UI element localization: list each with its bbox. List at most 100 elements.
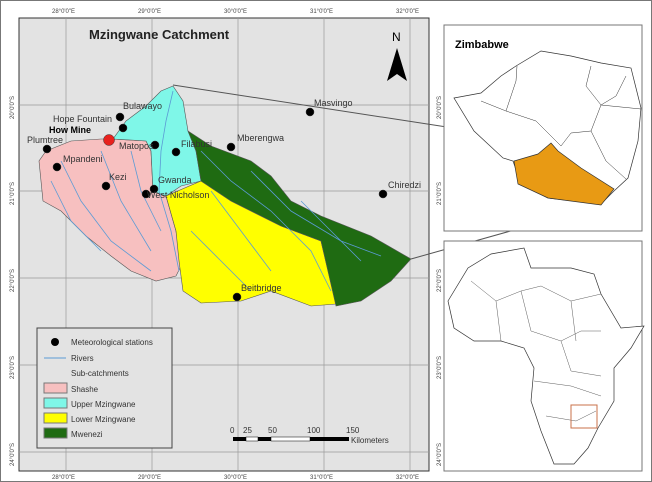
station-label: Filabusi <box>181 139 212 149</box>
river <box>250 170 382 257</box>
station-label: Chiredzi <box>388 180 421 190</box>
station-symbol-icon <box>51 338 59 346</box>
station-label: Matopos <box>119 141 154 151</box>
north-label: N <box>392 30 401 44</box>
station-label: How Mine <box>49 125 91 135</box>
rivers <box>50 90 382 292</box>
map-title: Mzingwane Catchment <box>89 27 230 42</box>
country-boundaries <box>470 280 602 422</box>
river <box>210 190 272 272</box>
station-marker: How Mine <box>49 125 115 146</box>
station-marker: Matopos <box>119 140 160 151</box>
legend-swatch <box>43 427 68 439</box>
subcatchment-mwenezi <box>187 130 412 307</box>
legend-rivers: Rivers <box>71 354 94 363</box>
legend-swatch <box>43 382 68 394</box>
lon-tick-top: 32°0'0"E <box>396 9 419 15</box>
station-dot-icon <box>118 123 128 133</box>
station-marker: Filabusi <box>171 139 212 157</box>
legend: Meteorological stations Rivers Sub-catch… <box>36 327 173 449</box>
station-label: West Nicholson <box>147 190 209 200</box>
scale-unit: Kilometers <box>351 436 389 445</box>
legend-subcatchments: Sub-catchments <box>71 369 129 378</box>
lon-tick-top: 28°0'0"E <box>52 9 75 15</box>
station-dot-icon <box>232 292 242 302</box>
inset-zimbabwe: Zimbabwe <box>443 24 643 232</box>
station-marker: Plumtree <box>27 135 63 154</box>
station-dot-icon <box>149 184 159 194</box>
legend-item-label: Mwenezi <box>71 430 103 439</box>
scale-tick: 25 <box>243 426 252 435</box>
station-label: Hope Fountain <box>53 114 112 124</box>
lat-tick-right: 23°0'0"S <box>437 356 443 379</box>
lon-tick-top: 30°0'0"E <box>224 9 247 15</box>
station-dot-icon <box>171 147 181 157</box>
station-dot-icon <box>42 144 52 154</box>
river <box>300 200 362 262</box>
river <box>100 150 152 252</box>
legend-swatch <box>43 412 68 424</box>
lat-tick-left: 23°0'0"S <box>10 356 16 379</box>
lon-tick-bottom: 30°0'0"E <box>224 475 247 481</box>
station-dot-icon <box>305 107 315 117</box>
station-marker: Hope Fountain <box>53 114 128 133</box>
station-label: Bulawayo <box>123 101 162 111</box>
lat-tick-right: 22°0'0"S <box>437 269 443 292</box>
river <box>190 230 252 292</box>
station-dot-icon <box>378 189 388 199</box>
inset-title: Zimbabwe <box>455 39 509 51</box>
lat-tick-left: 24°0'0"S <box>10 443 16 466</box>
lon-tick-bottom: 29°0'0"E <box>138 475 161 481</box>
lat-tick-right: 20°0'0"S <box>437 96 443 119</box>
river <box>50 180 102 252</box>
station-dot-icon <box>141 189 151 199</box>
legend-item-label: Lower Mzingwane <box>71 415 136 424</box>
scale-tick: 100 <box>307 426 321 435</box>
lat-tick-right: 21°0'0"S <box>437 182 443 205</box>
north-arrow: N <box>387 30 407 81</box>
lon-tick-bottom: 31°0'0"E <box>310 475 333 481</box>
station-label: Kezi <box>109 172 127 182</box>
station-label: Plumtree <box>27 135 63 145</box>
scale-tick: 150 <box>346 426 360 435</box>
river <box>130 150 162 232</box>
station-dot-icon <box>150 140 160 150</box>
locator-box <box>570 404 598 429</box>
lat-tick-left: 21°0'0"S <box>10 182 16 205</box>
scale-bar: 0 25 50 100 150 Kilometers <box>230 426 389 445</box>
station-dot-icon <box>101 181 111 191</box>
legend-item-label: Shashe <box>71 385 99 394</box>
lon-tick-bottom: 28°0'0"E <box>52 475 75 481</box>
station-dot-icon <box>52 162 62 172</box>
station-marker: Chiredzi <box>378 180 421 199</box>
lon-tick-top: 29°0'0"E <box>138 9 161 15</box>
scale-tick: 50 <box>268 426 277 435</box>
station-label: Beitbridge <box>241 283 282 293</box>
africa-outline <box>447 247 645 465</box>
legend-item-label: Upper Mzingwane <box>71 400 136 409</box>
mzingwane-highlight <box>513 142 615 206</box>
lat-tick-left: 22°0'0"S <box>10 269 16 292</box>
lon-tick-bottom: 32°0'0"E <box>396 475 419 481</box>
station-marker: Bulawayo <box>115 101 162 122</box>
north-arrow-icon <box>387 48 407 81</box>
lat-tick-right: 24°0'0"S <box>437 443 443 466</box>
legend-swatch <box>43 397 68 409</box>
station-dot-icon <box>115 112 125 122</box>
station-label: Masvingo <box>314 98 353 108</box>
station-marker: Mpandeni <box>52 154 103 172</box>
river <box>200 150 332 292</box>
station-label: Mberengwa <box>237 133 284 143</box>
legend-stations: Meteorological stations <box>71 338 153 347</box>
station-label: Gwanda <box>158 175 192 185</box>
river <box>158 90 180 272</box>
mine-marker-icon <box>103 134 115 146</box>
scale-tick: 0 <box>230 426 235 435</box>
station-marker: Gwanda <box>149 175 192 194</box>
station-marker: Kezi <box>101 172 127 191</box>
river <box>60 160 152 272</box>
station-marker: Beitbridge <box>232 283 282 302</box>
